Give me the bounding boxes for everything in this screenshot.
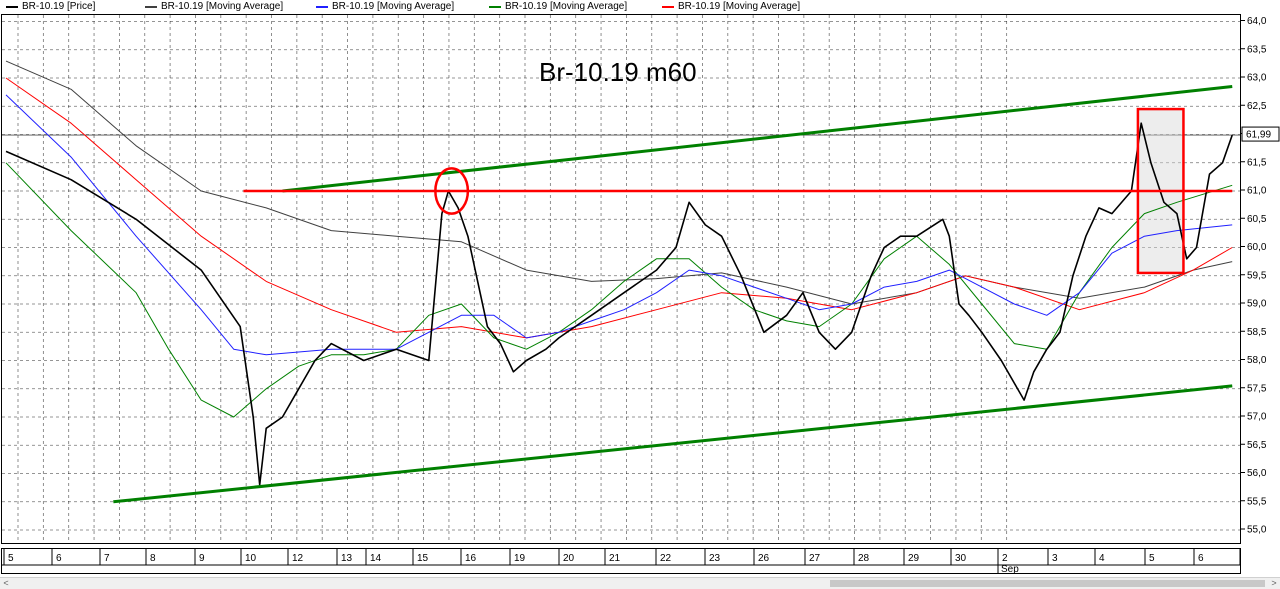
x-tick-label: 4 xyxy=(1099,553,1105,564)
y-tick-label: 64,0 xyxy=(1247,16,1267,27)
horizontal-scrollbar[interactable]: < > xyxy=(0,577,1280,589)
grid xyxy=(2,15,1240,543)
legend-swatch xyxy=(489,5,501,8)
plot-area[interactable]: Br-10.19 m60 xyxy=(1,14,1241,544)
y-tick-label: 61,0 xyxy=(1247,186,1267,197)
trendline xyxy=(113,384,1233,504)
x-tick-label: 6 xyxy=(56,553,62,564)
y-tick-label: 60,0 xyxy=(1247,242,1267,253)
last-price-label: 61,99 xyxy=(1246,130,1271,141)
x-tick-label: 22 xyxy=(660,553,672,564)
scrollbar-thumb[interactable] xyxy=(830,580,1265,587)
highlight-box xyxy=(1136,107,1185,275)
x-tick-label: 9 xyxy=(199,553,205,564)
x-tick-label: 13 xyxy=(341,553,353,564)
chart-legend: BR-10.19 [Price] BR-10.19 [Moving Average… xyxy=(0,0,1280,14)
legend-label: BR-10.19 [Moving Average] xyxy=(332,1,455,12)
y-tick-label: 63,0 xyxy=(1247,73,1267,84)
y-tick-label: 62,5 xyxy=(1247,101,1267,112)
y-tick-label: 61,5 xyxy=(1247,157,1267,168)
x-tick-label: 26 xyxy=(758,553,770,564)
x-tick-label: 19 xyxy=(514,553,526,564)
x-tick-label: 15 xyxy=(417,553,429,564)
y-tick-label: 57,0 xyxy=(1247,412,1267,423)
x-tick-label: 20 xyxy=(563,553,575,564)
y-tick-label: 57,5 xyxy=(1247,383,1267,394)
x-tick-label: 12 xyxy=(292,553,304,564)
legend-item: BR-10.19 [Price] xyxy=(6,0,95,13)
trendline xyxy=(282,84,1233,193)
scroll-right-button[interactable]: > xyxy=(1271,578,1277,588)
y-tick-label: 56,5 xyxy=(1247,440,1267,451)
date-axis: 5 6 7 8 9 10 12 13 14 15 16 19 20 21 22 23 26 27 28 29 30 2 3 4… xyxy=(1,548,1250,575)
y-tick-label: 63,5 xyxy=(1247,44,1267,55)
legend-swatch xyxy=(316,5,328,8)
y-tick-label: 56,0 xyxy=(1247,468,1267,479)
x-tick-label: 16 xyxy=(465,553,477,564)
price-series xyxy=(5,122,1233,486)
ma-series-red xyxy=(5,77,1233,339)
x-tick-label: 8 xyxy=(150,553,156,564)
x-tick-label: 30 xyxy=(955,553,967,564)
x-tick-label: 6 xyxy=(1198,553,1204,564)
legend-item: BR-10.19 [Moving Average] xyxy=(489,0,627,13)
y-tick-label: 55,0 xyxy=(1247,525,1267,536)
ma-series-green xyxy=(5,162,1233,418)
month-label: Sep xyxy=(1001,564,1019,573)
x-tick-label: 10 xyxy=(245,553,257,564)
x-tick-label: 28 xyxy=(858,553,870,564)
y-tick-label: 59,5 xyxy=(1247,270,1267,281)
x-tick-label: 2 xyxy=(1002,553,1008,564)
x-tick-label: 5 xyxy=(1149,553,1155,564)
y-tick-label: 59,0 xyxy=(1247,299,1267,310)
legend-swatch xyxy=(662,5,674,8)
chart-canvas: Br-10.19 m60 xyxy=(2,15,1240,543)
legend-swatch xyxy=(6,5,18,8)
legend-item: BR-10.19 [Moving Average] xyxy=(145,0,283,13)
y-tick-label: 58,0 xyxy=(1247,355,1267,366)
x-tick-label: 3 xyxy=(1052,553,1058,564)
last-price-box xyxy=(1241,126,1280,142)
y-tick-label: 55,5 xyxy=(1247,496,1267,507)
legend-label: BR-10.19 [Moving Average] xyxy=(505,1,628,12)
ma-series-black xyxy=(5,60,1233,305)
chart-title: Br-10.19 m60 xyxy=(539,57,697,87)
x-tick-label: 23 xyxy=(709,553,721,564)
y-tick-label: 60,5 xyxy=(1247,214,1267,225)
legend-label: BR-10.19 [Moving Average] xyxy=(678,1,801,12)
x-tick-label: 27 xyxy=(809,553,821,564)
legend-swatch xyxy=(145,5,157,8)
x-tick-label: 29 xyxy=(908,553,920,564)
ma-series-blue xyxy=(5,94,1233,356)
scroll-left-button[interactable]: < xyxy=(3,578,9,588)
legend-label: BR-10.19 [Price] xyxy=(22,1,96,12)
price-axis: 64,063,563,062,562,061,561,060,560,059,5… xyxy=(1241,16,1280,536)
x-tick-label: 5 xyxy=(8,553,14,564)
legend-item: BR-10.19 [Moving Average] xyxy=(316,0,454,13)
x-tick-label: 21 xyxy=(609,553,621,564)
highlight-circle xyxy=(434,167,470,215)
legend-item: BR-10.19 [Moving Average] xyxy=(662,0,800,13)
x-tick-label: 7 xyxy=(104,553,110,564)
x-tick-label: 14 xyxy=(370,553,382,564)
y-tick-label: 58,5 xyxy=(1247,327,1267,338)
legend-label: BR-10.19 [Moving Average] xyxy=(161,1,284,12)
